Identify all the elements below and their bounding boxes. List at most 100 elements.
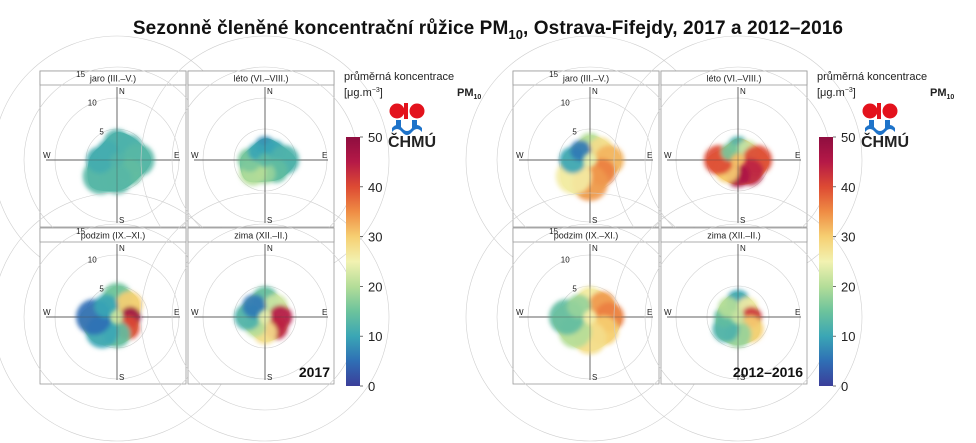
panel-1-0-rose-sectors	[555, 132, 625, 202]
colorbar-label-1-5: 50	[841, 130, 855, 145]
legend-pm-0: PM10	[457, 87, 481, 101]
panel-1-1-header-bar	[660, 70, 808, 86]
logo-red-bar	[404, 103, 408, 119]
colorbar-1	[819, 137, 833, 386]
legend-0: průměrná koncentrace [μg.m−3] PM10 0 10 20 30 4…	[344, 71, 481, 394]
radial-tick-1-2-0: 5	[572, 284, 577, 293]
legend-1: průměrná koncentrace [μg.m−3] PM10 0 10 20 30 4…	[817, 71, 954, 394]
legend-pm-sub-1: 10	[947, 94, 955, 101]
panel-1-3-compass-n: N	[740, 244, 746, 253]
panel-1-2-compass-e: E	[647, 308, 652, 317]
panel-0-0-compass-e: E	[174, 151, 179, 160]
logo-red-circle-left	[389, 103, 405, 119]
colorbar-label-1-3: 30	[841, 230, 855, 245]
rose-groups: jaro (III.–V.) N E S W 5 10 15 léto (VI.–VIII.) N…	[0, 35, 954, 442]
panel-0-2-rose-sectors	[76, 282, 143, 349]
panel-1-0-compass-s: S	[592, 216, 597, 225]
panel-1-3-compass-e: E	[795, 308, 800, 317]
rose-group-1: jaro (III.–V.) N E S W 5 10 15 léto (VI.–VIII.) N…	[465, 35, 954, 442]
title-subscript: 10	[508, 26, 524, 42]
panel-1-1-compass-e: E	[795, 151, 800, 160]
title-suffix: , Ostrava-Fifejdy, 2017 a 2012–2016	[523, 18, 844, 39]
panel-0-0-compass-w: W	[43, 151, 51, 160]
legend-unit-1: [μg.m−3]	[817, 87, 856, 99]
radial-tick-1-0-0: 5	[572, 127, 577, 136]
logo-text-1: ČHMÚ	[861, 132, 909, 151]
radial-tick-1-2-1: 10	[561, 256, 570, 265]
logo-blue-pillar-left	[396, 120, 401, 128]
panel-0-3-season-label: zima (XII.–II.)	[234, 231, 288, 241]
legend-unit-close-1: ]	[853, 87, 856, 99]
panel-1-1-compass-s: S	[740, 216, 745, 225]
panel-0-3-rose	[234, 286, 293, 345]
panel-0-2-season-label: podzim (IX.–XI.)	[81, 231, 146, 241]
legend-unit-sup-0: −3	[372, 87, 380, 94]
logo-red-circle-right	[882, 103, 898, 119]
colorbar-0	[346, 137, 360, 386]
colorbar-label-0-3: 30	[368, 230, 382, 245]
radial-tick-1-0-1: 10	[561, 99, 570, 108]
panel-0-2-rose	[76, 282, 143, 349]
chmu-logo-0: ČHMÚ	[388, 103, 436, 151]
panel-0-3-ring	[140, 192, 390, 442]
panel-0-3-sector-NW	[242, 294, 266, 318]
panel-0-2-sector-NW	[94, 294, 118, 318]
logo-red-circle-left	[862, 103, 878, 119]
colorbar-label-0-5: 50	[368, 130, 382, 145]
panel-1-3-header-bar	[660, 227, 808, 243]
panel-0-0-compass-n: N	[119, 87, 125, 96]
logo-blue-pillar-right	[412, 120, 417, 128]
panel-1-0-header-bar	[512, 70, 660, 86]
panel-1-2-compass-n: N	[592, 244, 598, 253]
colorbar-label-1-0: 0	[841, 379, 848, 394]
panel-0-3-compass-s: S	[267, 373, 272, 382]
period-label-1: 2012–2016	[733, 364, 803, 380]
panel-0-1-season-label: léto (VI.–VIII.)	[233, 74, 288, 84]
panel-1-0-compass-e: E	[647, 151, 652, 160]
panel-0-3-compass-e: E	[322, 308, 327, 317]
panel-1-0-compass-w: W	[516, 151, 524, 160]
panel-1-2-compass-w: W	[516, 308, 524, 317]
panel-0-1-compass-s: S	[267, 216, 272, 225]
panel-0-1-compass-e: E	[322, 151, 327, 160]
panel-1-1-compass-n: N	[740, 87, 746, 96]
panel-1-2-season-label: podzim (IX.–XI.)	[554, 231, 619, 241]
panel-0-3-compass-n: N	[267, 244, 273, 253]
radial-tick-0-2-0: 5	[99, 284, 104, 293]
panel-0-3-compass-w: W	[191, 308, 199, 317]
panel-0-2-compass-e: E	[174, 308, 179, 317]
panel-0-1-header-bar	[187, 70, 335, 86]
legend-unit-sup-1: −3	[845, 87, 853, 94]
logo-blue-pillar-right	[885, 120, 890, 128]
radial-tick-1-0-2: 15	[549, 70, 558, 79]
logo-red-circle-right	[409, 103, 425, 119]
legend-unit-close-0: ]	[380, 87, 383, 99]
panel-0-0-compass-s: S	[119, 216, 124, 225]
panel-0-0-header-bar	[39, 70, 187, 86]
panel-1-3-compass-w: W	[664, 308, 672, 317]
chmu-logo-1: ČHMÚ	[861, 103, 909, 151]
logo-blue-pillar-left	[869, 120, 874, 128]
legend-unit-0: [μg.m−3]	[344, 87, 383, 99]
panel-1-0-rose	[555, 132, 625, 202]
panel-1-3-season-label: zima (XII.–II.)	[707, 231, 761, 241]
logo-red-bar	[877, 103, 881, 119]
radial-tick-0-0-1: 10	[88, 99, 97, 108]
panel-1-2-header-bar	[512, 227, 660, 243]
colorbar-label-1-1: 10	[841, 329, 855, 344]
radial-tick-1-2-2: 15	[549, 227, 558, 236]
panel-1-2-sector-NW	[567, 294, 591, 318]
panel-0-2-compass-n: N	[119, 244, 125, 253]
panel-0-2-compass-s: S	[119, 373, 124, 382]
colorbar-label-1-2: 20	[841, 279, 855, 294]
panel-0-2-header-bar	[39, 227, 187, 243]
colorbar-label-1-4: 40	[841, 180, 855, 195]
colorbar-label-0-0: 0	[368, 379, 375, 394]
panel-1-3-ring	[613, 192, 863, 442]
legend-title-0: průměrná koncentrace	[344, 71, 454, 83]
panel-1-3-compass-s: S	[740, 373, 745, 382]
panel-1-1-compass-w: W	[664, 151, 672, 160]
panel-0-3-header-bar	[187, 227, 335, 243]
legend-title-1: průměrná koncentrace	[817, 71, 927, 83]
